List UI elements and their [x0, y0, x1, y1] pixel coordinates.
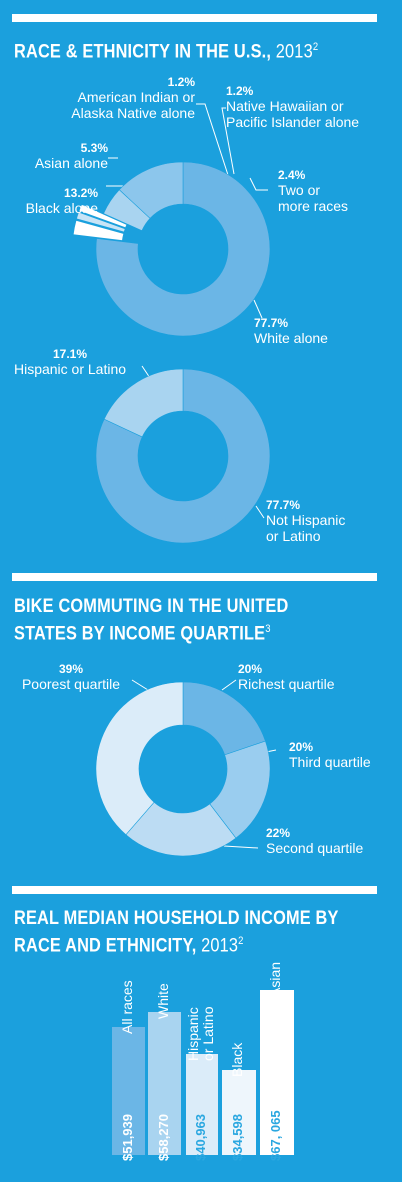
slice-native-hawaiian-or-pacific-islander-alone	[75, 211, 127, 234]
bar-black	[222, 1069, 256, 1155]
label-hispanic: 17.1% Hispanic or Latino	[13, 347, 127, 377]
slice-two-or-more-races	[72, 219, 125, 242]
label-richest: 20% Richest quartile	[238, 662, 335, 692]
label-black: 13.2% Black alone	[25, 186, 98, 216]
slice-richest-quartile	[182, 681, 266, 756]
bar-all-races	[112, 1027, 145, 1155]
race-chart-title: RACE & ETHNICITY IN THE U.S., 20132	[14, 41, 319, 63]
race-leader-lines	[106, 103, 268, 319]
bar-value-label: $34,598	[230, 1114, 245, 1161]
slice-poorest-quartile	[95, 681, 184, 836]
slice-black-alone	[118, 161, 184, 219]
income-bar-chart: $51,939 All races $58,270 White $40,963 Hispa…	[0, 960, 402, 1161]
bar-value-label: $58,270	[155, 1114, 171, 1161]
hispanic-donut-chart	[95, 368, 271, 544]
bar-asian	[260, 990, 294, 1155]
bike-chart-title: BIKE COMMUTING IN THE UNITED STATES BY I…	[14, 596, 289, 645]
bar-white	[148, 1011, 181, 1155]
bar-value-label: $67, 065	[268, 1110, 283, 1161]
slice-american-indian-or-alaska-native-alone	[77, 203, 128, 229]
section-divider	[12, 886, 377, 894]
section-divider	[12, 14, 377, 22]
bar-category-label: Black	[229, 1042, 245, 1077]
slice-hispanic-or-latino	[103, 368, 184, 438]
label-poorest: 39% Poorest quartile	[21, 662, 121, 692]
slice-second-quartile	[125, 801, 237, 857]
bar-category-label: White	[154, 982, 171, 1019]
slice-white-alone	[95, 161, 271, 337]
bar-category-label: Hispanic or Latino	[185, 1006, 216, 1062]
label-not-hispanic: 77.7% Not Hispanic or Latino	[266, 498, 346, 544]
bike-donut-chart	[95, 681, 271, 857]
label-american-indian: 1.2% American Indian or Alaska Native al…	[71, 75, 195, 121]
label-white: 77.7% White alone	[254, 316, 328, 346]
slice-not-hispanic-or-latino	[95, 368, 271, 544]
section-divider	[12, 573, 377, 581]
bar-category-label: Asian	[267, 961, 283, 997]
label-two-or-more: 2.4% Two or more races	[278, 168, 349, 214]
label-asian: 5.3% Asian alone	[34, 141, 108, 171]
bar-value-label: $51,939	[119, 1114, 135, 1161]
bar-category-label: All races	[118, 980, 135, 1035]
bar-hispanic-or-latino	[186, 1054, 218, 1155]
label-second: 22% Second quartile	[266, 826, 364, 856]
label-third: 20% Third quartile	[289, 740, 371, 770]
bar-value-label: $40,963	[193, 1114, 208, 1161]
race-donut-chart	[72, 161, 271, 337]
income-chart-title: REAL MEDIAN HOUSEHOLD INCOME BY RACE AND…	[14, 908, 339, 957]
label-native-hawaiian: 1.2% Native Hawaiian or Pacific Islander…	[226, 84, 360, 130]
